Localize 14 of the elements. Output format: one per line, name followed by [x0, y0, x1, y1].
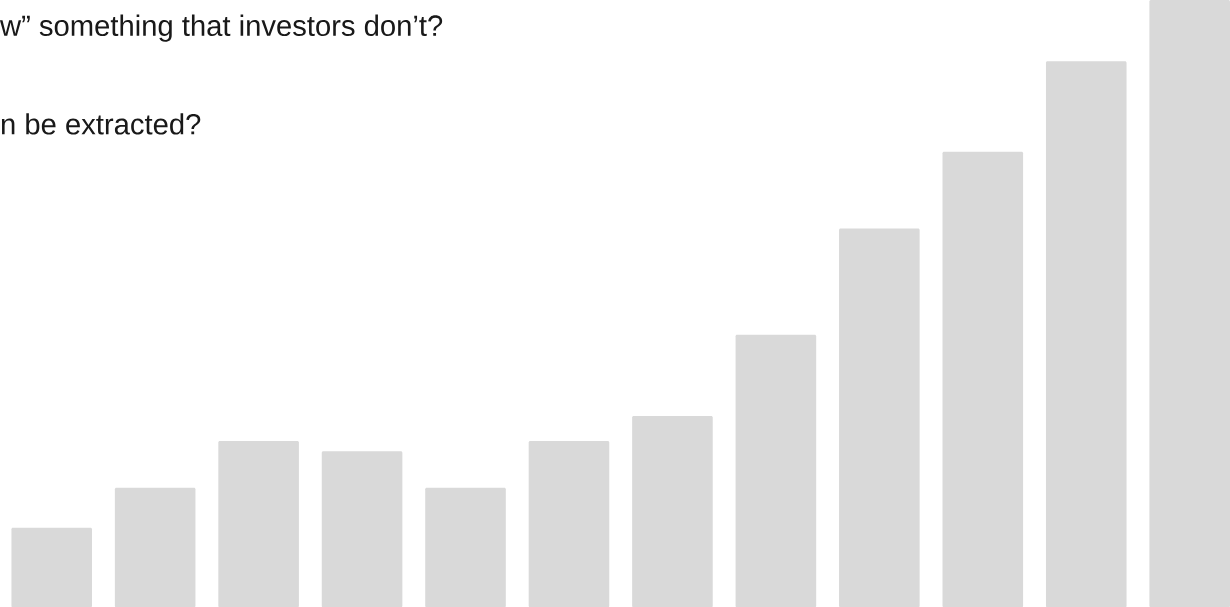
annotation: n be extracted?	[1, 112, 201, 135]
bar	[321, 451, 403, 607]
bar	[11, 527, 92, 607]
bar	[1045, 61, 1127, 607]
bar	[942, 151, 1024, 607]
annotation: w” something that investors don’t?	[0, 14, 443, 42]
bar	[528, 440, 610, 607]
bar	[1149, 0, 1230, 607]
bar	[425, 487, 506, 607]
bar	[735, 334, 817, 607]
bar	[839, 228, 920, 607]
bar	[632, 415, 713, 607]
bar	[114, 487, 196, 607]
bar	[218, 440, 299, 607]
